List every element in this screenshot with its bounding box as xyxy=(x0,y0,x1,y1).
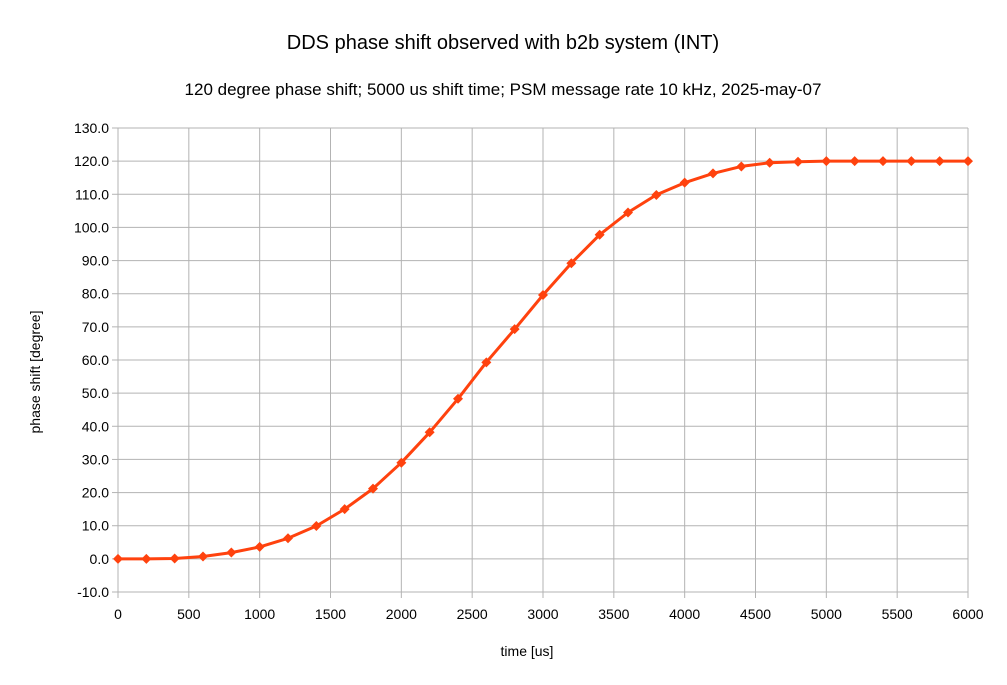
x-tick-label: 0 xyxy=(114,606,122,622)
chart-title: DDS phase shift observed with b2b system… xyxy=(287,32,719,54)
data-point xyxy=(169,553,180,564)
data-point xyxy=(198,551,208,562)
x-tick-label: 2500 xyxy=(457,606,488,622)
data-point xyxy=(141,553,152,564)
data-point xyxy=(226,547,237,558)
data-point xyxy=(849,156,860,167)
data-point xyxy=(283,533,293,544)
data-point xyxy=(623,207,633,218)
data-point xyxy=(594,229,605,240)
x-tick-label: 5000 xyxy=(811,606,842,622)
x-tick-label: 5500 xyxy=(882,606,913,622)
y-axis-label: phase shift [degree] xyxy=(27,311,43,434)
x-tick-label: 500 xyxy=(177,606,201,622)
grid xyxy=(117,127,969,593)
data-point xyxy=(368,483,378,494)
series-area xyxy=(113,156,973,564)
x-tick-label: 6000 xyxy=(952,606,983,622)
y-tick-label: 10.0 xyxy=(82,518,109,534)
data-point xyxy=(424,427,435,438)
chart-subtitle: 120 degree phase shift; 5000 us shift ti… xyxy=(185,80,822,99)
data-point xyxy=(453,393,463,404)
data-point xyxy=(254,541,265,552)
data-point xyxy=(396,457,407,468)
x-tick-label: 4500 xyxy=(740,606,771,622)
data-point xyxy=(481,357,492,368)
x-axis-ticks: 0 500 1000 1500 2000 2500 3000 3500 4000 4500 5000… xyxy=(114,592,984,622)
y-tick-label: 110.0 xyxy=(75,186,109,202)
x-tick-label: 4000 xyxy=(669,606,700,622)
data-point xyxy=(793,156,803,167)
y-tick-label: 50.0 xyxy=(82,385,109,401)
y-tick-label: 130.0 xyxy=(74,120,109,136)
y-tick-label: 30.0 xyxy=(82,451,109,467)
y-tick-label: 90.0 xyxy=(82,253,109,269)
data-point xyxy=(878,156,888,167)
y-tick-label: 60.0 xyxy=(82,352,109,368)
data-point xyxy=(339,504,350,515)
y-tick-label: 40.0 xyxy=(82,418,109,434)
data-point xyxy=(566,258,577,269)
y-tick-label: 0.0 xyxy=(90,551,110,567)
data-point xyxy=(736,161,747,172)
x-tick-label: 2000 xyxy=(386,606,417,622)
y-tick-label: 120.0 xyxy=(74,153,109,169)
data-point xyxy=(679,177,690,188)
y-tick-label: 70.0 xyxy=(82,319,109,335)
y-tick-label: 100.0 xyxy=(74,219,109,235)
x-tick-label: 1500 xyxy=(315,606,346,622)
data-point xyxy=(821,156,832,167)
data-point xyxy=(113,553,123,564)
data-point xyxy=(764,157,775,168)
y-tick-label: 80.0 xyxy=(82,286,109,302)
x-axis-label: time [us] xyxy=(501,643,554,659)
data-point xyxy=(651,189,662,200)
data-point xyxy=(934,156,945,167)
data-point xyxy=(311,521,322,532)
data-point xyxy=(906,156,917,167)
y-tick-label: -10.0 xyxy=(77,584,109,600)
x-tick-label: 3000 xyxy=(527,606,558,622)
y-tick-label: 20.0 xyxy=(82,485,109,501)
y-axis-ticks: -10.0 0.0 10.0 20.0 30.0 40.0 50.0 60.0 70.0 80.0… xyxy=(74,120,118,600)
x-tick-label: 3500 xyxy=(598,606,629,622)
data-point xyxy=(538,290,548,301)
data-point xyxy=(963,156,973,167)
data-point xyxy=(708,168,718,179)
data-point xyxy=(509,324,520,335)
x-tick-label: 1000 xyxy=(244,606,275,622)
